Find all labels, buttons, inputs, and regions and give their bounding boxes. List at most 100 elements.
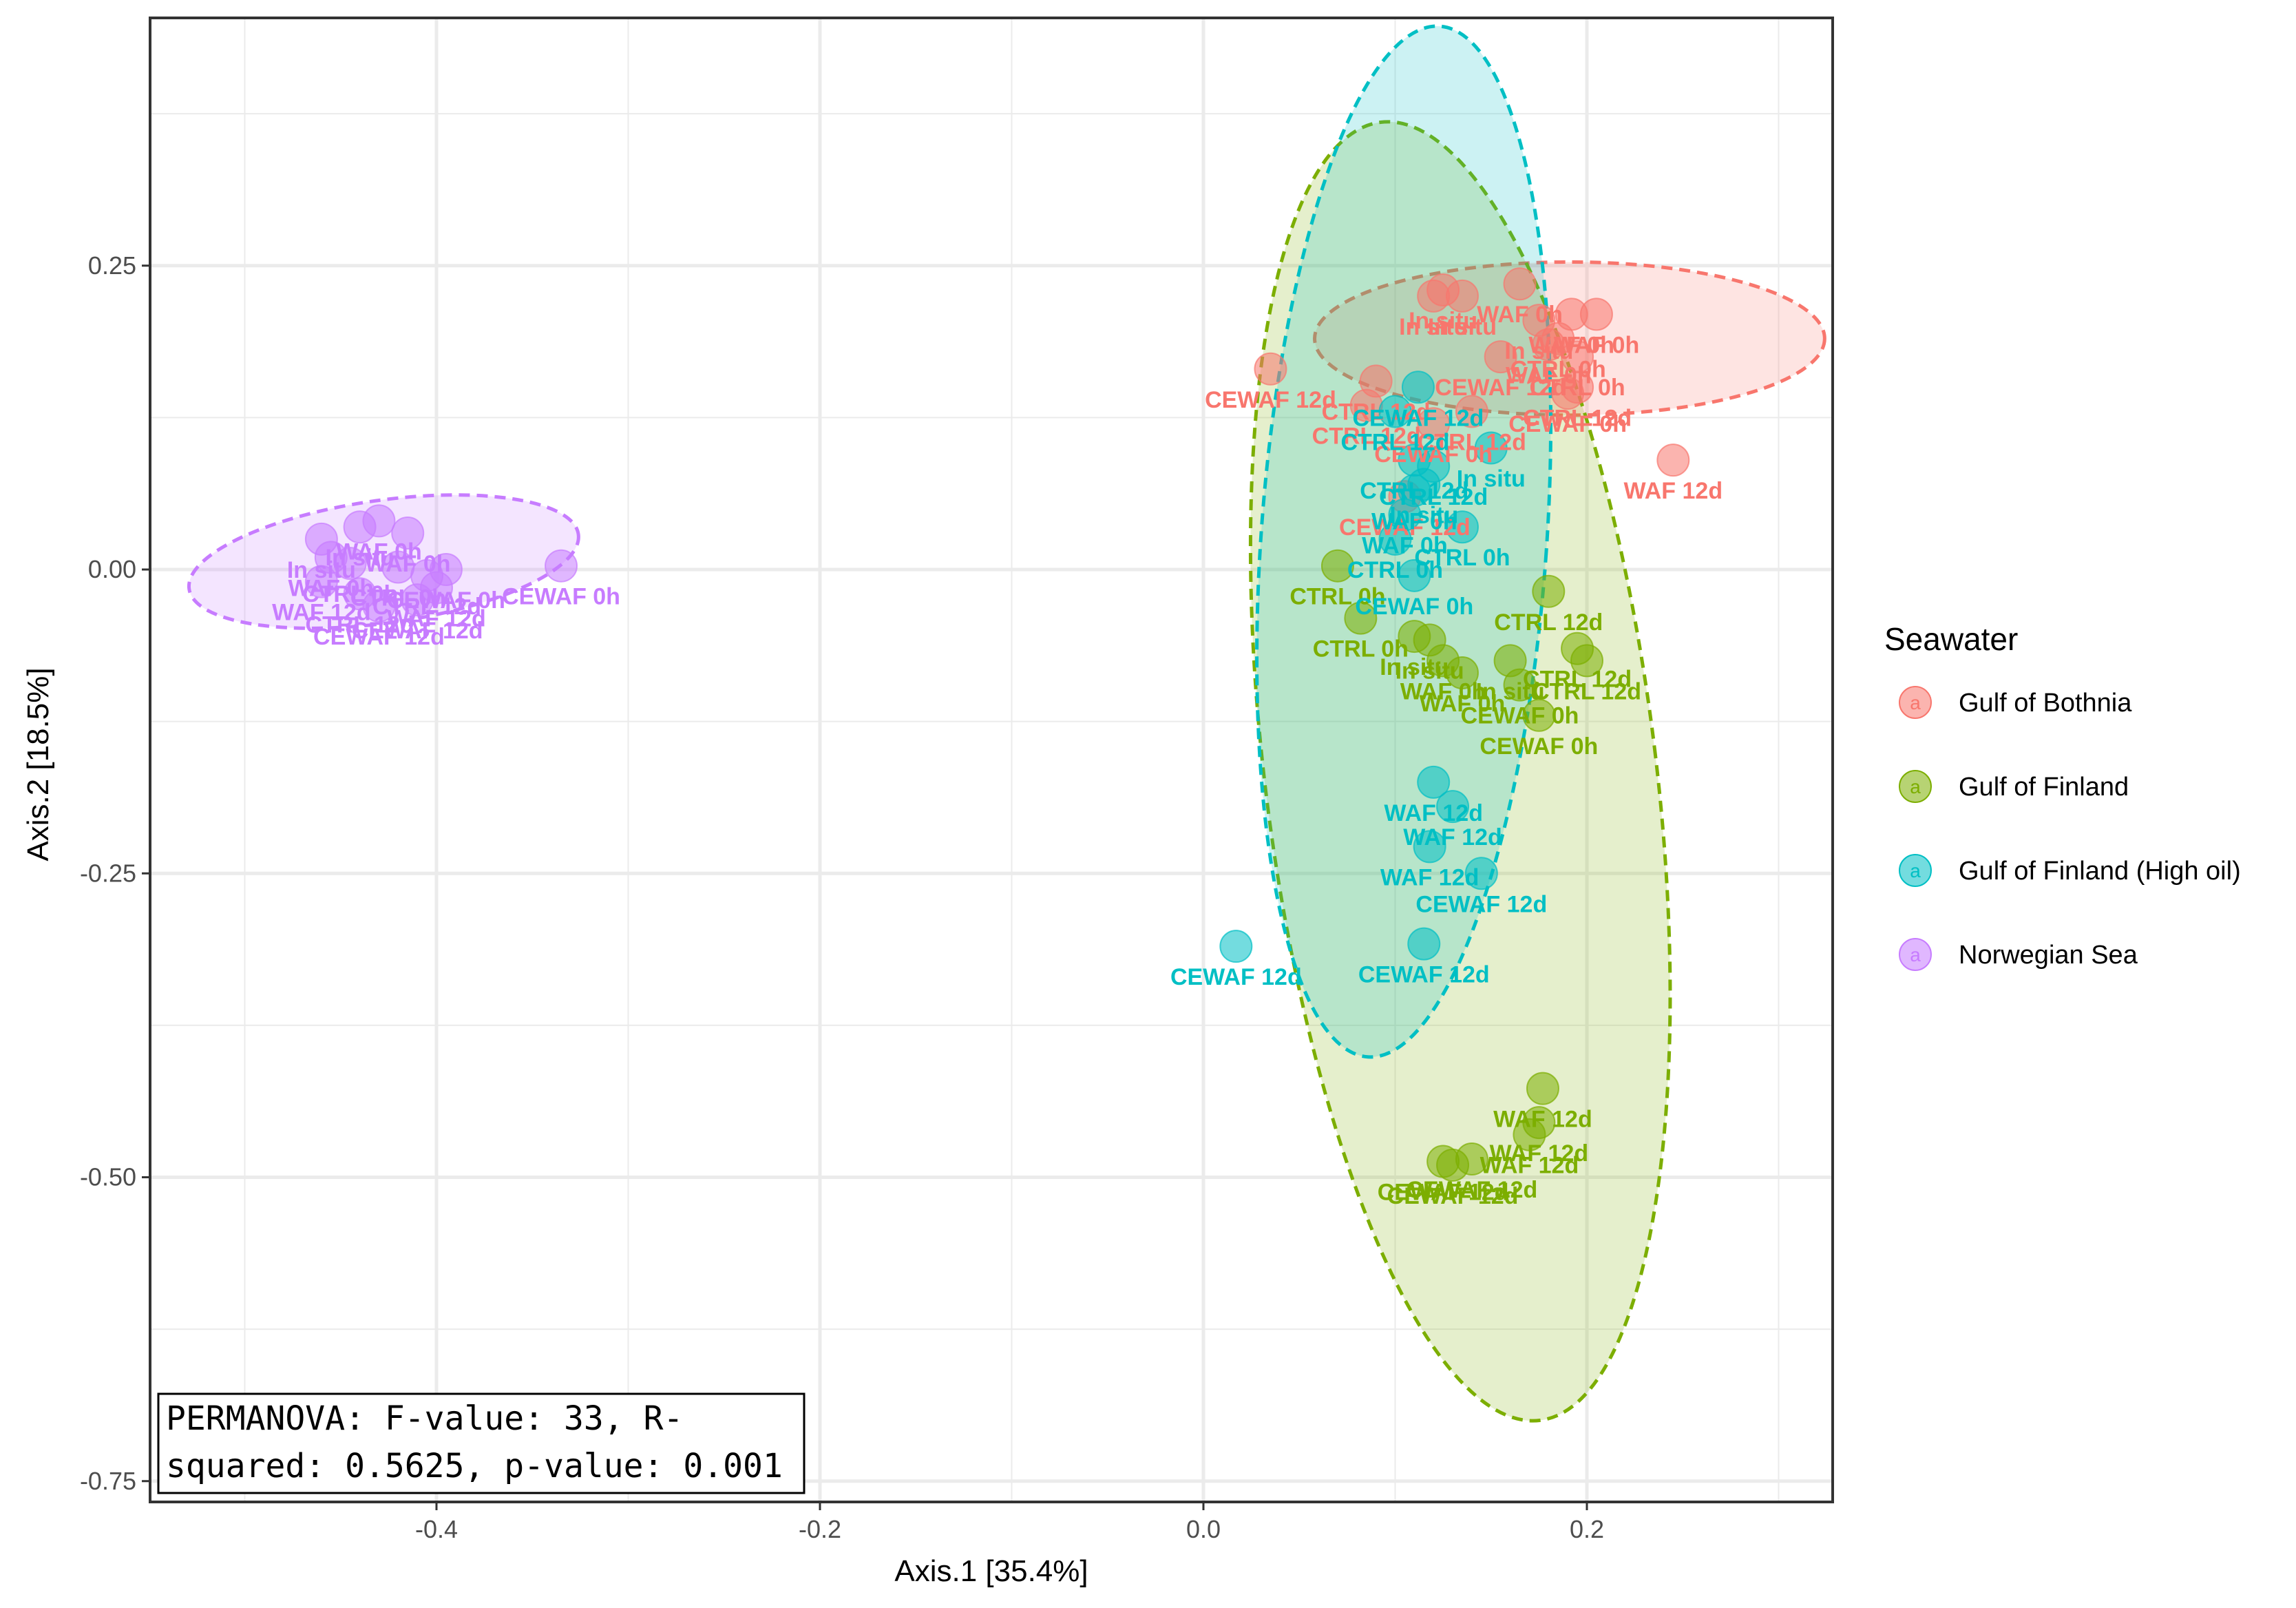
point-gulf-of-finland-high-oil <box>1401 370 1435 404</box>
data-points <box>304 267 1690 1182</box>
point-label-gulf-of-finland: WAF 0h <box>1420 691 1506 717</box>
ellipse-gulf-of-finland <box>1248 120 1672 1423</box>
point-label-norwegian-sea: CEWAF 12d <box>352 618 483 644</box>
point-norwegian-sea <box>545 549 578 583</box>
legend-key-letter: a <box>1910 944 1921 965</box>
point-label-gulf-of-bothnia: WAF 12d <box>1624 478 1723 504</box>
point-label-gulf-of-finland: CTRL 12d <box>1533 678 1641 704</box>
point-gulf-of-bothnia <box>1417 279 1451 313</box>
point-norwegian-sea <box>333 547 367 581</box>
point-gulf-of-finland-high-oil <box>1474 431 1508 465</box>
point-label-gulf-of-finland-high-oil: CTRL 12d <box>1340 430 1449 456</box>
legend-key-letter: a <box>1910 860 1921 881</box>
point-label-norwegian-sea: WAF 0h <box>336 539 422 565</box>
point-label-gulf-of-bothnia: CTRL 12d <box>1312 424 1421 450</box>
legend-label: Gulf of Bothnia <box>1959 689 2132 718</box>
legend-item-gulf-of-finland-high-oil: a Gulf of Finland (High oil) <box>1899 854 2241 887</box>
point-label-norwegian-sea: CEWAF 12d <box>313 624 445 650</box>
point-label-gulf-of-bothnia: CTRL 12d <box>1523 405 1632 431</box>
point-label-gulf-of-finland-high-oil: WAF 0h <box>1362 533 1448 559</box>
point-gulf-of-finland <box>1570 644 1603 678</box>
point-label-gulf-of-finland: CEWAF 0h <box>1461 703 1579 729</box>
legend-key-letter: a <box>1910 692 1921 713</box>
legend-key-letter: a <box>1910 776 1921 797</box>
point-label-gulf-of-finland-high-oil: CTRL 12d <box>1360 478 1468 504</box>
point-label-gulf-of-bothnia: In situ <box>1409 308 1477 334</box>
point-label-gulf-of-finland-high-oil: CTRL 12d <box>1379 484 1488 510</box>
point-label-norwegian-sea: In situ <box>287 557 356 583</box>
point-gulf-of-finland-high-oil <box>1219 930 1253 963</box>
y-tick-label: -0.50 <box>80 1163 136 1191</box>
point-label-norwegian-sea: CTRL 0h <box>350 585 446 611</box>
point-label-gulf-of-finland: CTRL 12d <box>1494 609 1603 636</box>
point-label-gulf-of-finland: CEWAF 0h <box>1479 733 1598 760</box>
permanova-annotation: PERMANOVA: F-value: 33, R- squared: 0.56… <box>157 1392 805 1494</box>
point-norwegian-sea <box>391 516 425 550</box>
point-gulf-of-bothnia <box>1656 443 1690 477</box>
point-gulf-of-finland <box>1522 698 1556 732</box>
point-label-gulf-of-bothnia: CEWAF 0h <box>1508 411 1627 437</box>
point-label-norwegian-sea: CTRL 12d <box>372 594 481 620</box>
plot-panel-border <box>149 17 1834 1503</box>
point-label-gulf-of-finland: CEWAF 12d <box>1406 1177 1537 1203</box>
point-gulf-of-finland-high-oil <box>1464 857 1498 890</box>
point-norwegian-sea <box>304 565 338 598</box>
point-label-gulf-of-finland-high-oil: CEWAF 12d <box>1358 962 1490 988</box>
point-label-gulf-of-finland: In situ <box>1476 678 1545 704</box>
point-gulf-of-bothnia <box>1445 279 1479 313</box>
point-label-norwegian-sea: CEWAF 0h <box>387 587 505 614</box>
point-gulf-of-finland-high-oil <box>1378 395 1412 428</box>
point-gulf-of-finland <box>1344 601 1378 635</box>
point-gulf-of-finland <box>1503 668 1537 702</box>
point-label-gulf-of-finland: CTRL 0h <box>1289 584 1385 610</box>
point-label-norwegian-sea: CTRL 12d <box>306 612 414 638</box>
legend-item-gulf-of-bothnia: a Gulf of Bothnia <box>1899 686 2132 719</box>
point-norwegian-sea <box>362 589 396 623</box>
point-gulf-of-finland <box>1526 1072 1559 1105</box>
point-gulf-of-finland-high-oil <box>1407 927 1441 961</box>
point-gulf-of-bothnia <box>1455 395 1488 428</box>
x-tick-label: 0.2 <box>1570 1515 1604 1543</box>
point-gulf-of-finland-high-oil <box>1398 558 1431 592</box>
legend-key <box>1899 854 1932 887</box>
point-label-norwegian-sea: CTRL 0h <box>302 581 398 607</box>
point-label-norwegian-sea: In situ <box>326 545 394 571</box>
point-label-norwegian-sea: WAF 0h <box>288 575 374 601</box>
x-tick-label: -0.2 <box>799 1515 841 1543</box>
point-label-gulf-of-bothnia: CTRL 0h <box>1510 357 1606 383</box>
point-label-gulf-of-finland-high-oil: WAF 12d <box>1384 800 1483 826</box>
point-label-gulf-of-bothnia: CTRL 12d <box>1418 430 1526 456</box>
point-gulf-of-bothnia <box>1484 340 1517 374</box>
point-gulf-of-bothnia <box>1579 297 1613 331</box>
annotation-line-1: PERMANOVA: F-value: 33, R- <box>166 1399 683 1438</box>
point-label-gulf-of-finland: CEWAF 12d <box>1387 1183 1519 1209</box>
point-label-gulf-of-finland: WAF 12d <box>1480 1153 1579 1179</box>
point-gulf-of-finland <box>1445 656 1479 690</box>
point-label-gulf-of-finland-high-oil: WAF 12d <box>1380 864 1479 890</box>
point-label-gulf-of-bothnia: CEWAF 0h <box>1374 441 1493 468</box>
point-label-gulf-of-bothnia: WAF 0h <box>1554 332 1640 358</box>
point-label-gulf-of-finland-high-oil: CEWAF 12d <box>1353 405 1484 431</box>
point-label-gulf-of-finland-high-oil: WAF 0h <box>1371 508 1457 534</box>
point-label-gulf-of-bothnia: In situ <box>1428 314 1497 340</box>
legend: Seawater a Gulf of Bothnia a Gulf of Finlan… <box>1884 621 2241 971</box>
legend-item-norwegian-sea: a Norwegian Sea <box>1899 938 2138 971</box>
y-tick-label: -0.75 <box>80 1467 136 1495</box>
point-label-gulf-of-bothnia: WAF 0h <box>1528 332 1614 358</box>
point-label-gulf-of-finland: CTRL 12d <box>1523 667 1632 693</box>
point-label-gulf-of-finland: WAF 12d <box>1493 1107 1592 1133</box>
point-label-gulf-of-finland-high-oil: WAF 12d <box>1403 824 1502 850</box>
point-label-gulf-of-finland-high-oil: CEWAF 12d <box>1170 964 1302 990</box>
legend-item-gulf-of-finland: a Gulf of Finland <box>1899 770 2129 803</box>
x-tick-label: -0.4 <box>415 1515 458 1543</box>
point-norwegian-sea <box>429 553 463 586</box>
legend-label: Gulf of Finland (High oil) <box>1959 857 2241 886</box>
point-label-gulf-of-finland-high-oil: CEWAF 12d <box>1415 891 1547 917</box>
point-gulf-of-finland-high-oil <box>1445 510 1479 544</box>
point-label-norwegian-sea: WAF 12d <box>387 605 486 631</box>
point-label-gulf-of-bothnia: CTRL 0h <box>1529 375 1625 401</box>
point-gulf-of-bothnia <box>1503 267 1537 301</box>
point-gulf-of-finland <box>1532 574 1566 608</box>
point-gulf-of-finland <box>1513 1118 1546 1151</box>
